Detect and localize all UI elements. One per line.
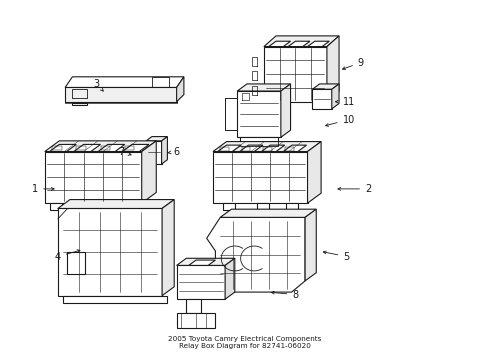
Text: 2: 2 (337, 184, 370, 194)
Text: 4: 4 (55, 250, 80, 261)
Polygon shape (213, 141, 321, 152)
Polygon shape (287, 41, 309, 46)
Polygon shape (45, 141, 156, 152)
Polygon shape (125, 147, 143, 150)
Polygon shape (72, 103, 87, 105)
Text: 11: 11 (335, 97, 354, 107)
Polygon shape (125, 150, 139, 161)
Polygon shape (98, 144, 124, 152)
Polygon shape (62, 296, 166, 303)
Text: 9: 9 (342, 58, 363, 69)
Polygon shape (127, 161, 137, 165)
Polygon shape (176, 314, 215, 328)
Polygon shape (176, 258, 234, 265)
Polygon shape (264, 36, 338, 46)
Polygon shape (305, 209, 316, 281)
Polygon shape (220, 209, 316, 217)
Polygon shape (188, 260, 215, 265)
Polygon shape (326, 36, 338, 102)
Polygon shape (237, 84, 290, 91)
Text: 6: 6 (167, 147, 179, 157)
Text: 1: 1 (32, 184, 54, 194)
Text: 5: 5 (323, 251, 349, 261)
Polygon shape (307, 41, 329, 46)
Text: 2005 Toyota Camry Electrical Components
Relay Box Diagram for 82741-06020: 2005 Toyota Camry Electrical Components … (167, 336, 321, 349)
Polygon shape (58, 199, 174, 208)
Polygon shape (285, 203, 297, 210)
Polygon shape (331, 84, 338, 109)
Polygon shape (65, 87, 176, 102)
Text: 10: 10 (325, 114, 354, 126)
Polygon shape (307, 141, 321, 203)
Polygon shape (45, 152, 142, 203)
Text: 7: 7 (118, 147, 131, 157)
Polygon shape (49, 144, 76, 152)
Polygon shape (206, 217, 305, 292)
Polygon shape (176, 77, 183, 102)
Polygon shape (122, 144, 149, 152)
Polygon shape (161, 136, 167, 164)
Polygon shape (142, 141, 156, 203)
Polygon shape (268, 41, 290, 46)
Polygon shape (146, 141, 161, 164)
Polygon shape (66, 252, 84, 274)
Polygon shape (312, 84, 338, 89)
Polygon shape (49, 203, 61, 210)
Polygon shape (237, 91, 280, 137)
Polygon shape (176, 265, 224, 299)
Polygon shape (222, 203, 234, 210)
Polygon shape (224, 258, 234, 299)
Polygon shape (127, 203, 139, 210)
Polygon shape (261, 145, 284, 152)
Polygon shape (239, 137, 278, 146)
Polygon shape (213, 152, 307, 203)
Text: 8: 8 (271, 289, 298, 300)
Polygon shape (65, 77, 183, 87)
Polygon shape (280, 84, 290, 137)
Polygon shape (312, 89, 331, 109)
Polygon shape (139, 147, 143, 161)
Polygon shape (58, 208, 162, 296)
Polygon shape (217, 145, 241, 152)
Polygon shape (88, 203, 101, 210)
Polygon shape (186, 299, 201, 314)
Polygon shape (239, 145, 263, 152)
Polygon shape (146, 136, 167, 141)
Polygon shape (256, 203, 268, 210)
Polygon shape (74, 144, 101, 152)
Polygon shape (162, 199, 174, 296)
Text: 3: 3 (93, 79, 103, 91)
Polygon shape (264, 46, 326, 102)
Polygon shape (283, 145, 306, 152)
